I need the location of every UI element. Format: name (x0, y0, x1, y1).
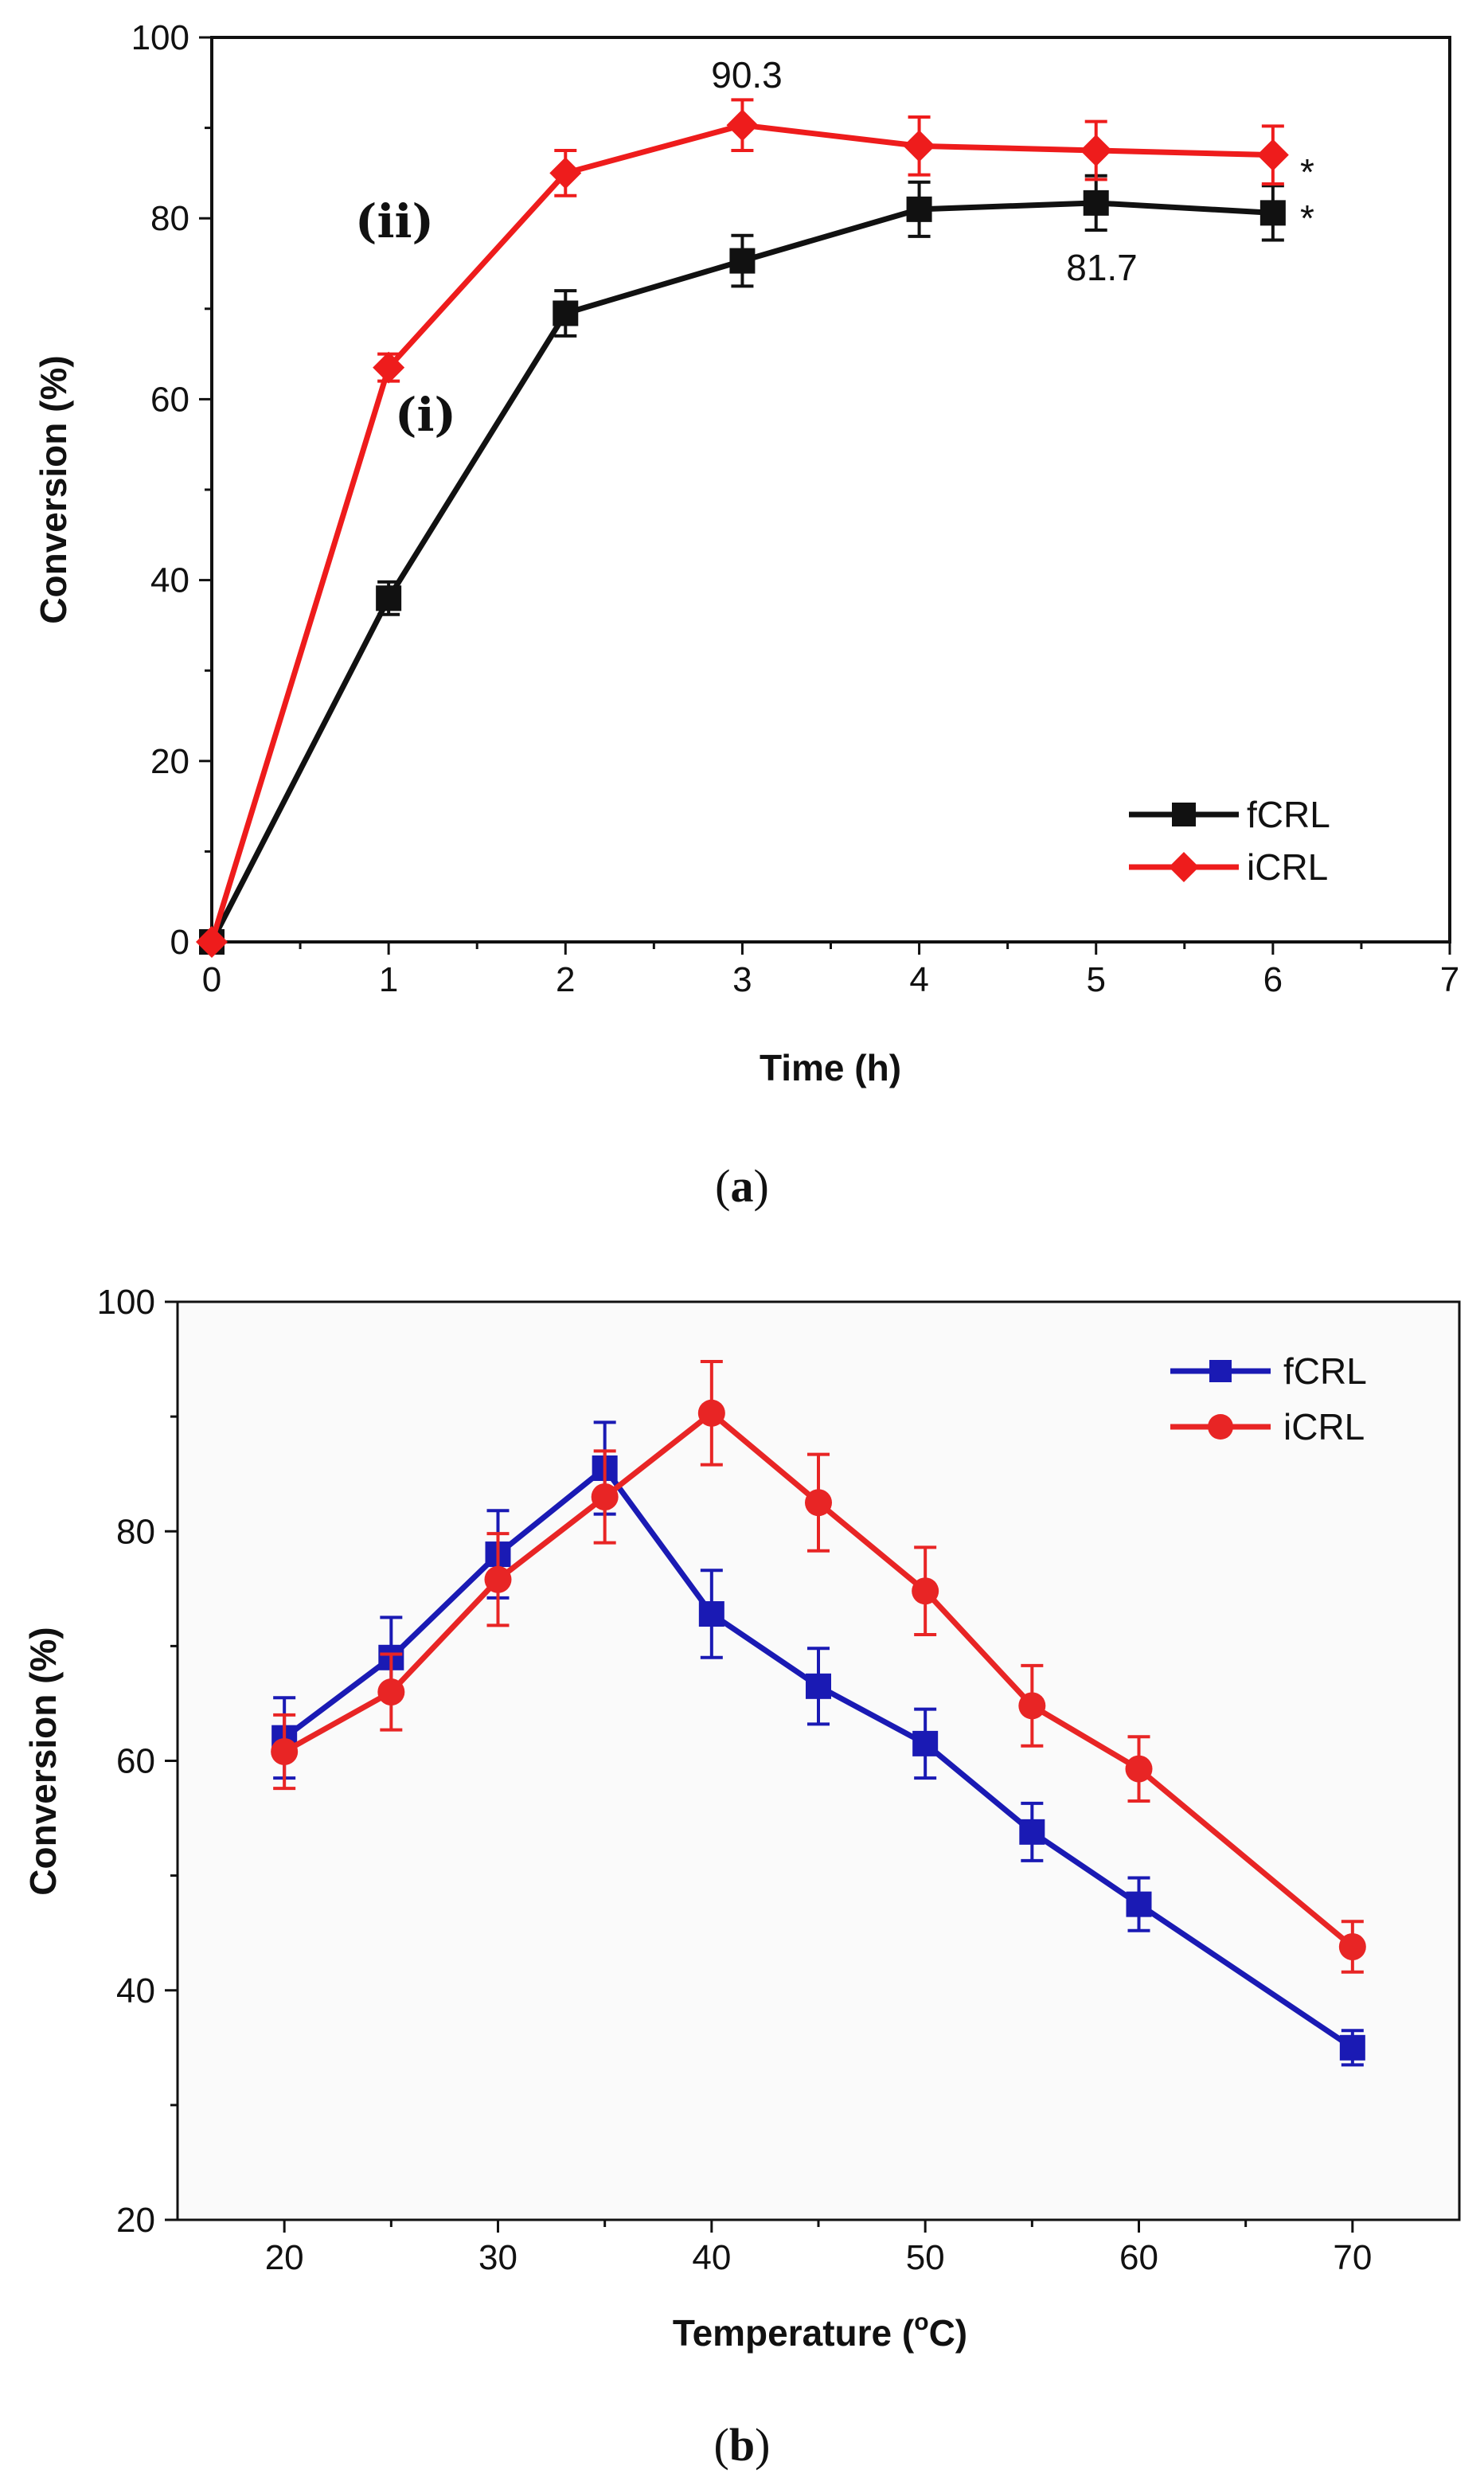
legend-label-icrl-a: iCRL (1247, 846, 1328, 888)
x-tick-label: 70 (1333, 2238, 1372, 2277)
data-point (1256, 139, 1289, 171)
data-point (698, 1601, 724, 1627)
y-tick-label: 60 (150, 380, 189, 419)
data-point (549, 157, 582, 189)
x-tick-label: 3 (732, 960, 752, 999)
data-point (1339, 2034, 1365, 2061)
data-point (271, 1737, 299, 1765)
data-point (1019, 1819, 1045, 1845)
data-point (912, 1577, 939, 1605)
x-tick-label: 5 (1086, 960, 1105, 999)
legend-label-fcrl-a: fCRL (1247, 794, 1330, 835)
annotation-star-fcrl: * (1300, 197, 1314, 239)
data-point (376, 585, 402, 611)
data-point (697, 1399, 725, 1427)
data-point (729, 248, 756, 274)
y-tick-label: 20 (150, 742, 189, 781)
data-point (1080, 135, 1112, 166)
annotation-label-i: (i) (395, 388, 456, 442)
data-point (903, 130, 935, 162)
data-point (1126, 1891, 1152, 1917)
x-tick-label: 4 (909, 960, 928, 999)
plot-area-b (176, 1300, 1461, 2221)
x-tick-label: 20 (265, 2238, 304, 2277)
axis-ticks-b: 20 30 40 50 60 70 20 40 60 80 100 (97, 1283, 1373, 2277)
annotation-fcrl-peak: 81.7 (1066, 247, 1138, 288)
data-point (906, 196, 932, 222)
panel-caption-a: (a) (715, 1160, 769, 1212)
data-point (484, 1565, 512, 1593)
y-tick-label: 0 (170, 923, 189, 962)
y-axis-title-b: Conversion (%) (22, 1627, 64, 1895)
x-tick-label: 30 (478, 2238, 517, 2277)
series-b (271, 1359, 1366, 2067)
annotation-star-icrl: * (1300, 151, 1314, 193)
panel-a: 0 1 2 3 4 5 6 7 0 20 40 60 80 100 Time (h) Conversion… (33, 18, 1459, 1212)
legend-marker-fcrl-a (1172, 803, 1196, 826)
y-tick-label: 80 (150, 199, 189, 238)
data-point (1083, 189, 1109, 216)
series-icrl (196, 98, 1289, 958)
panel-b: 20 30 40 50 60 70 20 40 60 80 100 Temperature (oC)… (22, 1283, 1461, 2471)
annotation-label-ii: (ii) (355, 194, 434, 248)
panel-caption-b: (b) (714, 2419, 771, 2471)
data-point (1259, 200, 1286, 226)
data-point (1338, 1932, 1366, 1960)
data-point (373, 351, 405, 384)
y-tick-label: 40 (116, 1971, 155, 2010)
legend-label-fcrl-b: fCRL (1283, 1350, 1367, 1392)
y-tick-label: 40 (150, 561, 189, 600)
x-tick-label: 2 (556, 960, 575, 999)
annotation-icrl-peak: 90.3 (711, 54, 783, 96)
data-point (1125, 1755, 1153, 1783)
series-a (196, 98, 1289, 958)
y-tick-label: 100 (97, 1283, 155, 1322)
x-axis-title-a: Time (h) (760, 1047, 901, 1088)
axis-ticks-a: 0 1 2 3 4 5 6 7 0 20 40 60 80 100 (131, 18, 1460, 999)
legend-b: fCRL iCRL (1170, 1350, 1367, 1448)
plot-area-a (210, 36, 1451, 944)
data-point (1018, 1692, 1046, 1720)
x-tick-label: 0 (202, 960, 221, 999)
x-tick-label: 50 (906, 2238, 945, 2277)
legend-a: fCRL iCRL (1129, 794, 1330, 888)
x-axis-title-b: Temperature (oC) (673, 2309, 967, 2354)
legend-marker-icrl-b (1208, 1414, 1233, 1440)
x-tick-label: 7 (1440, 960, 1459, 999)
x-tick-label: 40 (692, 2238, 731, 2277)
y-axis-title-a: Conversion (%) (33, 355, 74, 623)
data-point (591, 1483, 619, 1511)
x-tick-label: 1 (379, 960, 398, 999)
y-tick-label: 60 (116, 1742, 155, 1781)
legend-marker-icrl-a (1169, 852, 1199, 882)
series-line (283, 1465, 1354, 2050)
y-tick-label: 80 (116, 1512, 155, 1551)
series-line (283, 1410, 1355, 1949)
data-point (726, 109, 759, 142)
data-point (806, 1673, 831, 1699)
data-point (553, 300, 579, 326)
data-point (196, 926, 228, 958)
x-tick-label: 60 (1119, 2238, 1158, 2277)
x-tick-label: 6 (1263, 960, 1283, 999)
data-point (805, 1489, 832, 1517)
legend-label-icrl-b: iCRL (1283, 1406, 1365, 1448)
legend-marker-fcrl-b (1209, 1360, 1232, 1382)
data-point (377, 1678, 405, 1706)
series-icrl (271, 1359, 1366, 1974)
y-tick-label: 100 (131, 18, 189, 57)
data-point (912, 1730, 939, 1756)
y-tick-label: 20 (116, 2201, 155, 2240)
